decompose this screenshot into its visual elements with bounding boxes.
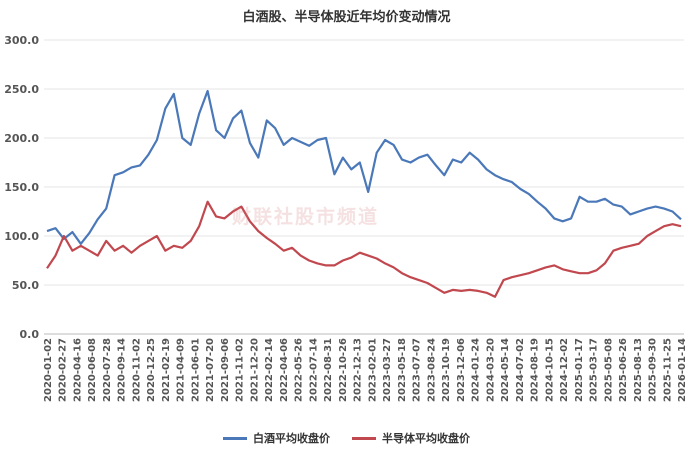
series-line-semiconductor (46, 200, 682, 298)
chart-legend: 白酒平均收盘价 半导体平均收盘价 (0, 430, 693, 446)
x-tick-label: 2022-07-14 (308, 338, 319, 402)
x-tick-label: 2025-06-26 (618, 338, 629, 402)
x-tick-label: 2024-01-24 (471, 338, 482, 402)
x-tick-label: 2022-05-26 (294, 338, 305, 402)
x-tick-label: 2020-07-28 (102, 338, 113, 402)
line-chart: 0.0 50.0 100.0 150.0 200.0 250.0 300.0 2020-01-… (4, 34, 688, 402)
x-tick-label: 2023-12-06 (456, 338, 467, 402)
legend-item-baijiu: 白酒平均收盘价 (223, 430, 330, 446)
x-tick-label: 2023-07-07 (412, 338, 423, 402)
x-tick-label: 2020-12-25 (146, 338, 157, 402)
legend-item-semiconductor: 半导体平均收盘价 (352, 430, 470, 446)
x-tick-label: 2026-01-14 (677, 338, 688, 402)
x-tick-label: 2025-05-08 (603, 338, 614, 402)
x-tick-label: 2023-03-27 (382, 338, 393, 402)
y-tick-label: 100.0 (4, 230, 39, 243)
y-tick-label: 50.0 (12, 279, 39, 292)
x-tick-label: 2025-01-17 (574, 338, 585, 402)
x-tick-label: 2023-08-24 (426, 338, 437, 402)
y-tick-label: 300.0 (4, 34, 39, 47)
x-tick-label: 2025-09-30 (648, 338, 659, 402)
watermark-text: 财联社股市频道 (232, 206, 380, 228)
x-tick-label: 2020-04-16 (72, 338, 83, 402)
y-tick-label: 150.0 (4, 181, 39, 194)
x-tick-label: 2023-02-01 (367, 338, 378, 402)
series-line-baijiu (46, 89, 682, 245)
y-tick-label: 0.0 (20, 328, 40, 341)
x-tick-label: 2025-11-25 (662, 338, 673, 402)
legend-swatch-semiconductor (352, 436, 376, 440)
x-tick-label: 2021-09-06 (220, 338, 231, 402)
x-tick-label: 2022-08-31 (323, 338, 334, 402)
x-tick-label: 2020-11-02 (131, 338, 142, 402)
x-tick-label: 2021-12-20 (249, 338, 260, 402)
legend-label-semiconductor: 半导体平均收盘价 (382, 432, 470, 445)
x-tick-label: 2022-12-13 (353, 338, 364, 402)
x-tick-label: 2021-02-19 (161, 338, 172, 402)
x-tick-label: 2024-12-02 (559, 338, 570, 402)
x-tick-label: 2024-03-20 (485, 338, 496, 402)
x-tick-label: 2024-05-14 (500, 338, 511, 402)
x-tick-label: 2024-07-02 (515, 338, 526, 402)
y-tick-label: 250.0 (4, 83, 39, 96)
x-tick-label: 2020-09-14 (117, 338, 128, 402)
x-tick-label: 2020-01-02 (43, 338, 54, 402)
x-tick-label: 2023-10-19 (441, 338, 452, 402)
x-tick-label: 2020-06-08 (87, 338, 98, 402)
x-tick-label: 2024-08-19 (530, 338, 541, 402)
x-tick-label: 2021-07-20 (205, 338, 216, 402)
x-tick-label: 2022-02-14 (264, 338, 275, 402)
x-tick-label: 2024-10-15 (544, 338, 555, 402)
x-tick-label: 2022-04-06 (279, 338, 290, 402)
chart-title: 白酒股、半导体股近年均价变动情况 (242, 10, 451, 25)
x-tick-label: 2020-02-27 (58, 338, 69, 402)
y-tick-label: 200.0 (4, 132, 39, 145)
x-tick-label: 2025-08-13 (633, 338, 644, 402)
x-tick-label: 2025-03-17 (589, 338, 600, 402)
x-tick-label: 2021-06-01 (190, 338, 201, 402)
x-tick-label: 2021-11-02 (235, 338, 246, 402)
x-tick-label: 2023-05-18 (397, 338, 408, 402)
x-tick-label: 2022-10-26 (338, 338, 349, 402)
x-tick-label: 2021-04-09 (176, 338, 187, 402)
legend-label-baijiu: 白酒平均收盘价 (253, 432, 330, 445)
legend-swatch-baijiu (223, 436, 247, 440)
